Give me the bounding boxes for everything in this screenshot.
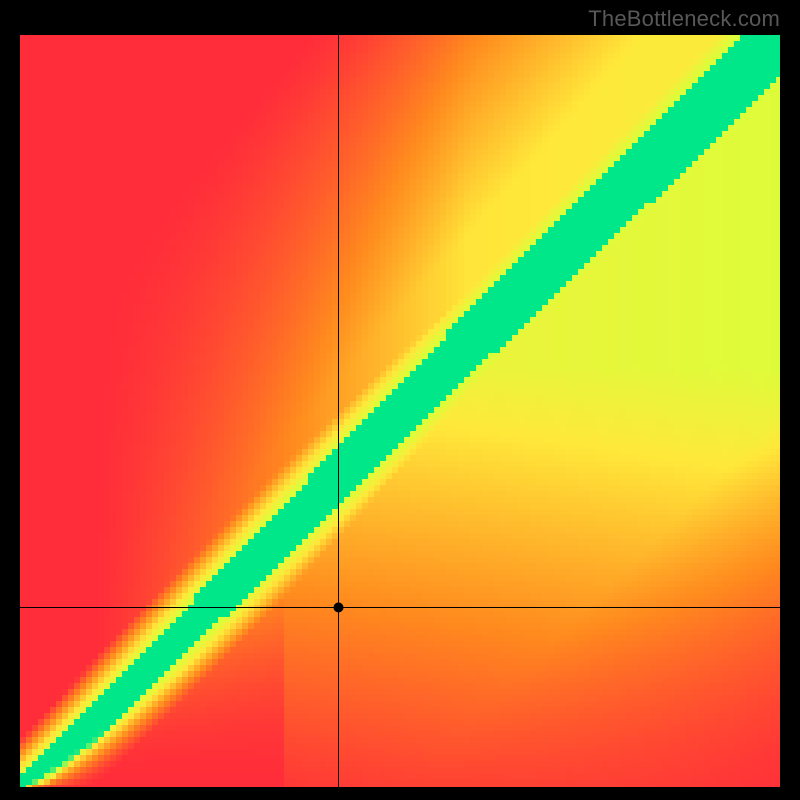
chart-container: TheBottleneck.com (0, 0, 800, 800)
watermark-text: TheBottleneck.com (588, 6, 780, 32)
bottleneck-heatmap (20, 35, 780, 787)
